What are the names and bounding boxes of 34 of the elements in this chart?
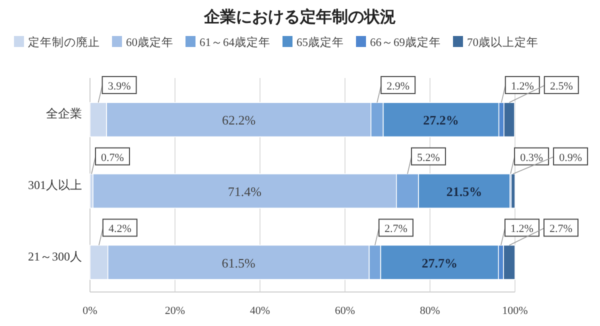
data-label: 4.2% xyxy=(108,223,132,236)
data-label: 1.2% xyxy=(510,80,534,93)
y-tick-label: 全企業 xyxy=(46,106,82,121)
data-label: 2.5% xyxy=(550,80,573,93)
x-tick-label: 100% xyxy=(502,305,528,317)
x-tick-label: 20% xyxy=(164,305,186,317)
legend-label: 61～64歳定年 xyxy=(200,35,270,49)
data-label: 5.2% xyxy=(417,152,440,164)
legend-label: 65歳定年 xyxy=(296,35,344,49)
x-tick-label: 80% xyxy=(420,305,440,317)
chart-title: 企業における定年制の状況 xyxy=(203,8,396,26)
legend-label: 66～69歳定年 xyxy=(370,35,441,49)
data-label: 71.4% xyxy=(228,184,262,199)
data-label: 2.7% xyxy=(384,223,408,236)
data-label: 0.7% xyxy=(101,152,124,164)
y-tick-label: 301人以上 xyxy=(28,178,82,192)
legend-label: 定年制の廃止 xyxy=(28,35,100,49)
data-label: 61.5% xyxy=(222,255,256,270)
legend-label: 60歳定年 xyxy=(126,35,174,49)
data-label: 27.7% xyxy=(422,255,458,270)
x-tick-label: 0% xyxy=(82,305,98,317)
data-label: 0.9% xyxy=(559,152,582,164)
y-tick-label: 21～300人 xyxy=(28,249,82,264)
x-tick-label: 60% xyxy=(334,305,356,317)
data-label: 3.9% xyxy=(108,80,131,93)
data-label: 62.2% xyxy=(222,112,256,128)
data-label: 2.9% xyxy=(386,80,410,93)
data-label: 0.3% xyxy=(520,152,543,164)
legend-label: 70歳以上定年 xyxy=(467,35,538,49)
data-label: 1.2% xyxy=(510,223,534,236)
data-label: 2.7% xyxy=(550,223,572,236)
data-label: 27.2% xyxy=(423,112,459,128)
data-label: 21.5% xyxy=(446,184,482,199)
x-tick-label: 40% xyxy=(250,305,270,317)
